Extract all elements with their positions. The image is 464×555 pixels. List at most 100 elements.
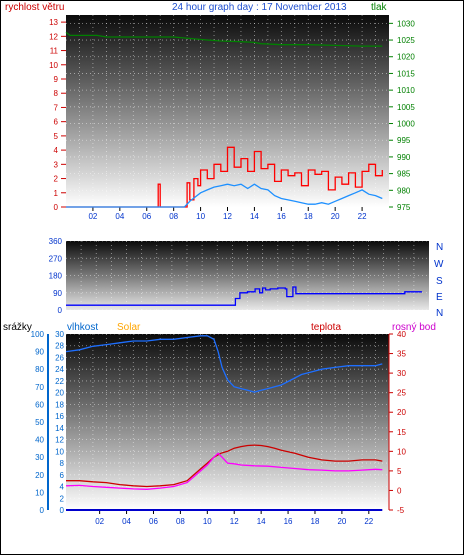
dewpoint-label: rosný bod <box>392 322 436 333</box>
temperature-axis-tick-label: 0 <box>397 486 402 495</box>
humidity-axis-tick-label: 80 <box>35 365 44 374</box>
hour-tick-label: 22 <box>364 517 373 526</box>
wind-axis-tick-label: 10 <box>49 61 58 70</box>
direction-axis-tick-label: 0 <box>58 306 63 315</box>
humidity-axis-tick-label: 70 <box>35 383 44 392</box>
humidity-axis-tick-label: 50 <box>35 418 44 427</box>
solar-label: Solar <box>117 322 141 333</box>
rain-axis-tick-label: 6 <box>60 471 65 480</box>
hour-tick-label: 14 <box>250 212 259 221</box>
pressure-axis-tick-label: 1030 <box>397 19 415 28</box>
dewpoint-line <box>65 452 383 490</box>
temperature-axis-tick-label: 20 <box>397 408 406 417</box>
rain-axis-tick-label: 14 <box>55 424 64 433</box>
humidity-axis-tick-label: 100 <box>31 330 45 339</box>
humidity-axis-tick-label: 20 <box>35 471 44 480</box>
rain-axis-tick-label: 12 <box>55 436 64 445</box>
direction-axis-tick-label: 90 <box>53 289 62 298</box>
wind-axis-tick-label: 13 <box>49 18 58 27</box>
wind-axis-tick-label: 5 <box>54 132 59 141</box>
wind-speed-line <box>66 146 383 208</box>
wind-axis-tick-label: 12 <box>49 32 58 41</box>
panel3-series <box>65 335 383 511</box>
temperature-axis-tick-label: 25 <box>397 389 406 398</box>
rain-axis-tick-label: 16 <box>55 412 64 421</box>
direction-axis-tick-label: 270 <box>49 254 63 263</box>
rain-axis-tick-label: 26 <box>55 353 64 362</box>
temperature-axis-tick-label: 35 <box>397 350 406 359</box>
pressure-axis-tick-label: 1025 <box>397 36 415 45</box>
rain-axis-tick-label: 10 <box>55 447 64 456</box>
hour-tick-label: 08 <box>169 212 178 221</box>
compass-label-e: E <box>436 292 443 303</box>
wind-axis-tick-label: 8 <box>54 89 59 98</box>
rain-axis-tick-label: 22 <box>55 377 64 386</box>
chart-title: 24 hour graph day : 17 November 2013 <box>172 2 347 13</box>
hour-tick-label: 14 <box>257 517 266 526</box>
wind-axis-tick-label: 0 <box>54 203 59 212</box>
hour-tick-label: 16 <box>284 517 293 526</box>
rain-axis-tick-label: 2 <box>60 494 65 503</box>
temperature-label: teplota <box>311 322 341 333</box>
hour-tick-label: 18 <box>304 212 313 221</box>
hour-tick-label: 04 <box>115 212 124 221</box>
panel1-axes: 0123456789101112139759809859909951000100… <box>49 18 415 221</box>
hour-tick-label: 06 <box>149 517 158 526</box>
temperature-line <box>66 444 383 488</box>
humidity-axis-tick-label: 0 <box>40 506 45 515</box>
rain-axis-tick-label: 18 <box>55 400 64 409</box>
pressure-axis-tick-label: 995 <box>397 136 411 145</box>
compass-label-n-top: N <box>436 242 443 253</box>
pressure-axis-tick-label: 1015 <box>397 69 415 78</box>
rain-axis-tick-label: 4 <box>60 483 65 492</box>
rain-axis-tick-label: 8 <box>60 459 65 468</box>
pressure-label: tlak <box>371 2 388 13</box>
pressure-axis-tick-label: 985 <box>397 170 411 179</box>
humidity-axis-tick-label: 90 <box>35 348 44 357</box>
temperature-axis-tick-label: 15 <box>397 428 406 437</box>
pressure-axis-tick-label: 990 <box>397 153 411 162</box>
hour-tick-label: 16 <box>277 212 286 221</box>
pressure-axis-tick-label: 975 <box>397 203 411 212</box>
hour-tick-label: 02 <box>95 517 104 526</box>
temperature-axis-tick-label: 10 <box>397 447 406 456</box>
wind-axis-tick-label: 4 <box>54 146 59 155</box>
hour-tick-label: 12 <box>230 517 239 526</box>
panel2-grid <box>66 240 429 311</box>
panel3-grid <box>66 333 389 511</box>
hour-tick-label: 04 <box>122 517 131 526</box>
temperature-axis-tick-label: -5 <box>397 506 405 515</box>
rain-axis-tick-label: 20 <box>55 389 64 398</box>
direction-axis-tick-label: 360 <box>49 237 63 246</box>
humidity-axis-tick-label: 30 <box>35 453 44 462</box>
compass-label-w: W <box>434 259 444 270</box>
panel2-series <box>66 286 423 306</box>
rain-axis-tick-label: 0 <box>60 506 65 515</box>
wind-axis-tick-label: 7 <box>54 103 59 112</box>
direction-axis-tick-label: 180 <box>49 272 63 281</box>
temperature-axis-tick-label: 40 <box>397 330 406 339</box>
hour-tick-label: 22 <box>358 212 367 221</box>
humidity-axis-tick-label: 40 <box>35 436 44 445</box>
hour-tick-label: 12 <box>223 212 232 221</box>
wind-axis-tick-label: 3 <box>54 160 59 169</box>
wind-axis-tick-label: 2 <box>54 175 59 184</box>
pressure-axis-tick-label: 1005 <box>397 103 415 112</box>
wind-axis-tick-label: 9 <box>54 75 59 84</box>
temperature-axis-tick-label: 30 <box>397 369 406 378</box>
hour-tick-label: 10 <box>203 517 212 526</box>
hour-tick-label: 20 <box>331 212 340 221</box>
pressure-axis-tick-label: 1020 <box>397 53 415 62</box>
wind-speed-label: rychlost větru <box>5 2 64 13</box>
hour-tick-label: 20 <box>337 517 346 526</box>
panel2-axes: 0 90 180 270 360 <box>49 237 63 315</box>
humidity-label: vlhkost <box>67 322 98 333</box>
panel3-axes: 0246810121416182022242628300102030405060… <box>31 330 407 526</box>
wind-average-line <box>66 183 383 208</box>
rain-axis-tick-label: 30 <box>55 330 64 339</box>
wind-axis-tick-label: 6 <box>54 118 59 127</box>
humidity-axis-tick-label: 60 <box>35 400 44 409</box>
humidity-line <box>65 335 383 393</box>
compass-label-n-bottom: N <box>436 308 443 319</box>
